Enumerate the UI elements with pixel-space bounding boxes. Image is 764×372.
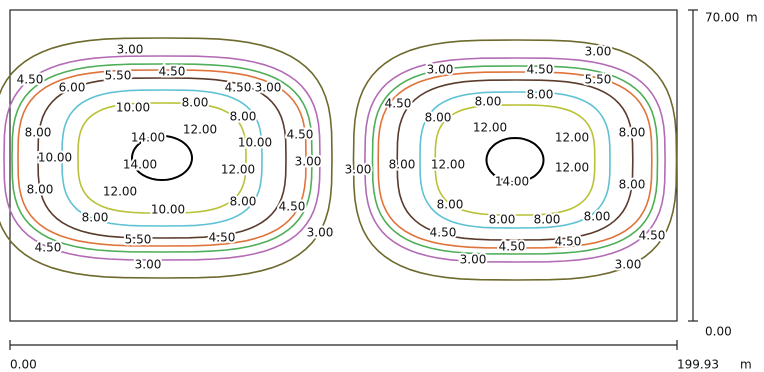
contour-line [419,91,611,229]
contour-label: 8.00 [534,213,561,227]
contour-line [3,55,321,261]
contour-line [364,57,666,263]
contour-line [17,69,307,247]
contour-label: 12.00 [103,185,137,199]
contour-label: 8.00 [437,198,464,212]
contour-label: 8.00 [425,111,452,125]
contour-line [37,77,287,239]
contour-label: 5.50 [125,233,152,247]
contour-label: 8.00 [527,88,554,102]
contour-line [0,37,333,279]
contour-label: 3.00 [345,163,372,177]
contour-line [377,71,653,249]
contour-label: 4.50 [279,200,306,214]
contour-label: 8.00 [82,211,109,225]
contour-label: 12.00 [555,161,589,175]
contour-label: 12.00 [431,158,465,172]
contour-label: 8.00 [25,126,52,140]
contour-line [396,79,634,241]
contour-label: 10.00 [38,151,72,165]
contour-label: 3.00 [295,155,322,169]
contour-line [434,104,596,216]
contour-label: 4.50 [209,231,236,245]
contour-label: 12.00 [473,121,507,135]
contour-label: 3.00 [460,253,487,267]
contour-line [11,63,313,253]
contour-label: 14.00 [495,175,529,189]
contour-label: 5.50 [105,69,132,83]
contour-line [61,89,263,227]
contour-label: 8.00 [619,126,646,140]
contour-label: 4.50 [225,81,252,95]
contour-label: 3.00 [135,258,162,272]
contour-label: 12.00 [221,163,255,177]
x-unit: m [740,358,752,372]
contour-label: 4.50 [527,63,554,77]
contour-label: 8.00 [27,183,54,197]
contour-label: 10.00 [238,136,272,150]
y-tick-label: 70.00 [705,11,739,25]
contour-label: 12.00 [555,131,589,145]
contour-label: 4.50 [430,226,457,240]
contour-label: 10.00 [116,101,150,115]
contour-label: 14.00 [131,131,165,145]
contour-label: 4.50 [499,240,526,254]
contour-label: 4.50 [35,241,62,255]
contour-label: 4.50 [159,65,186,79]
contour-label: 4.50 [17,73,44,87]
y-tick-label: 0.00 [705,325,732,339]
x-tick-label: 199.93 [677,358,719,372]
contour-label: 3.00 [307,226,334,240]
contour-label: 3.00 [255,81,282,95]
contour-line [352,39,678,281]
contour-label: 8.00 [489,213,516,227]
contour-label: 8.00 [389,158,416,172]
contour-label: 14.00 [123,158,157,172]
contour-label: 3.00 [117,43,144,57]
contour-label: 4.50 [555,235,582,249]
contour-label: 12.00 [183,123,217,137]
contour-line [77,102,247,214]
contour-label: 4.50 [639,229,666,243]
contour-label: 8.00 [230,110,257,124]
contour-line [485,136,545,184]
contour-label: 3.00 [615,258,642,272]
contour-label: 8.00 [619,178,646,192]
contour-label: 8.00 [475,95,502,109]
contour-label: 5.50 [585,73,612,87]
contour-label: 3.00 [427,63,454,77]
x-tick-label: 0.00 [10,358,37,372]
contour-line [130,134,193,182]
contour-label: 8.00 [182,96,209,110]
contour-label: 10.00 [151,203,185,217]
contour-label: 6.00 [59,81,86,95]
contour-label: 8.00 [230,195,257,209]
contour-label: 3.00 [585,45,612,59]
y-unit: m [746,11,758,25]
contour-label: 4.50 [385,97,412,111]
contour-line [371,65,659,255]
contour-label: 4.50 [287,128,314,142]
contour-label: 8.00 [584,210,611,224]
